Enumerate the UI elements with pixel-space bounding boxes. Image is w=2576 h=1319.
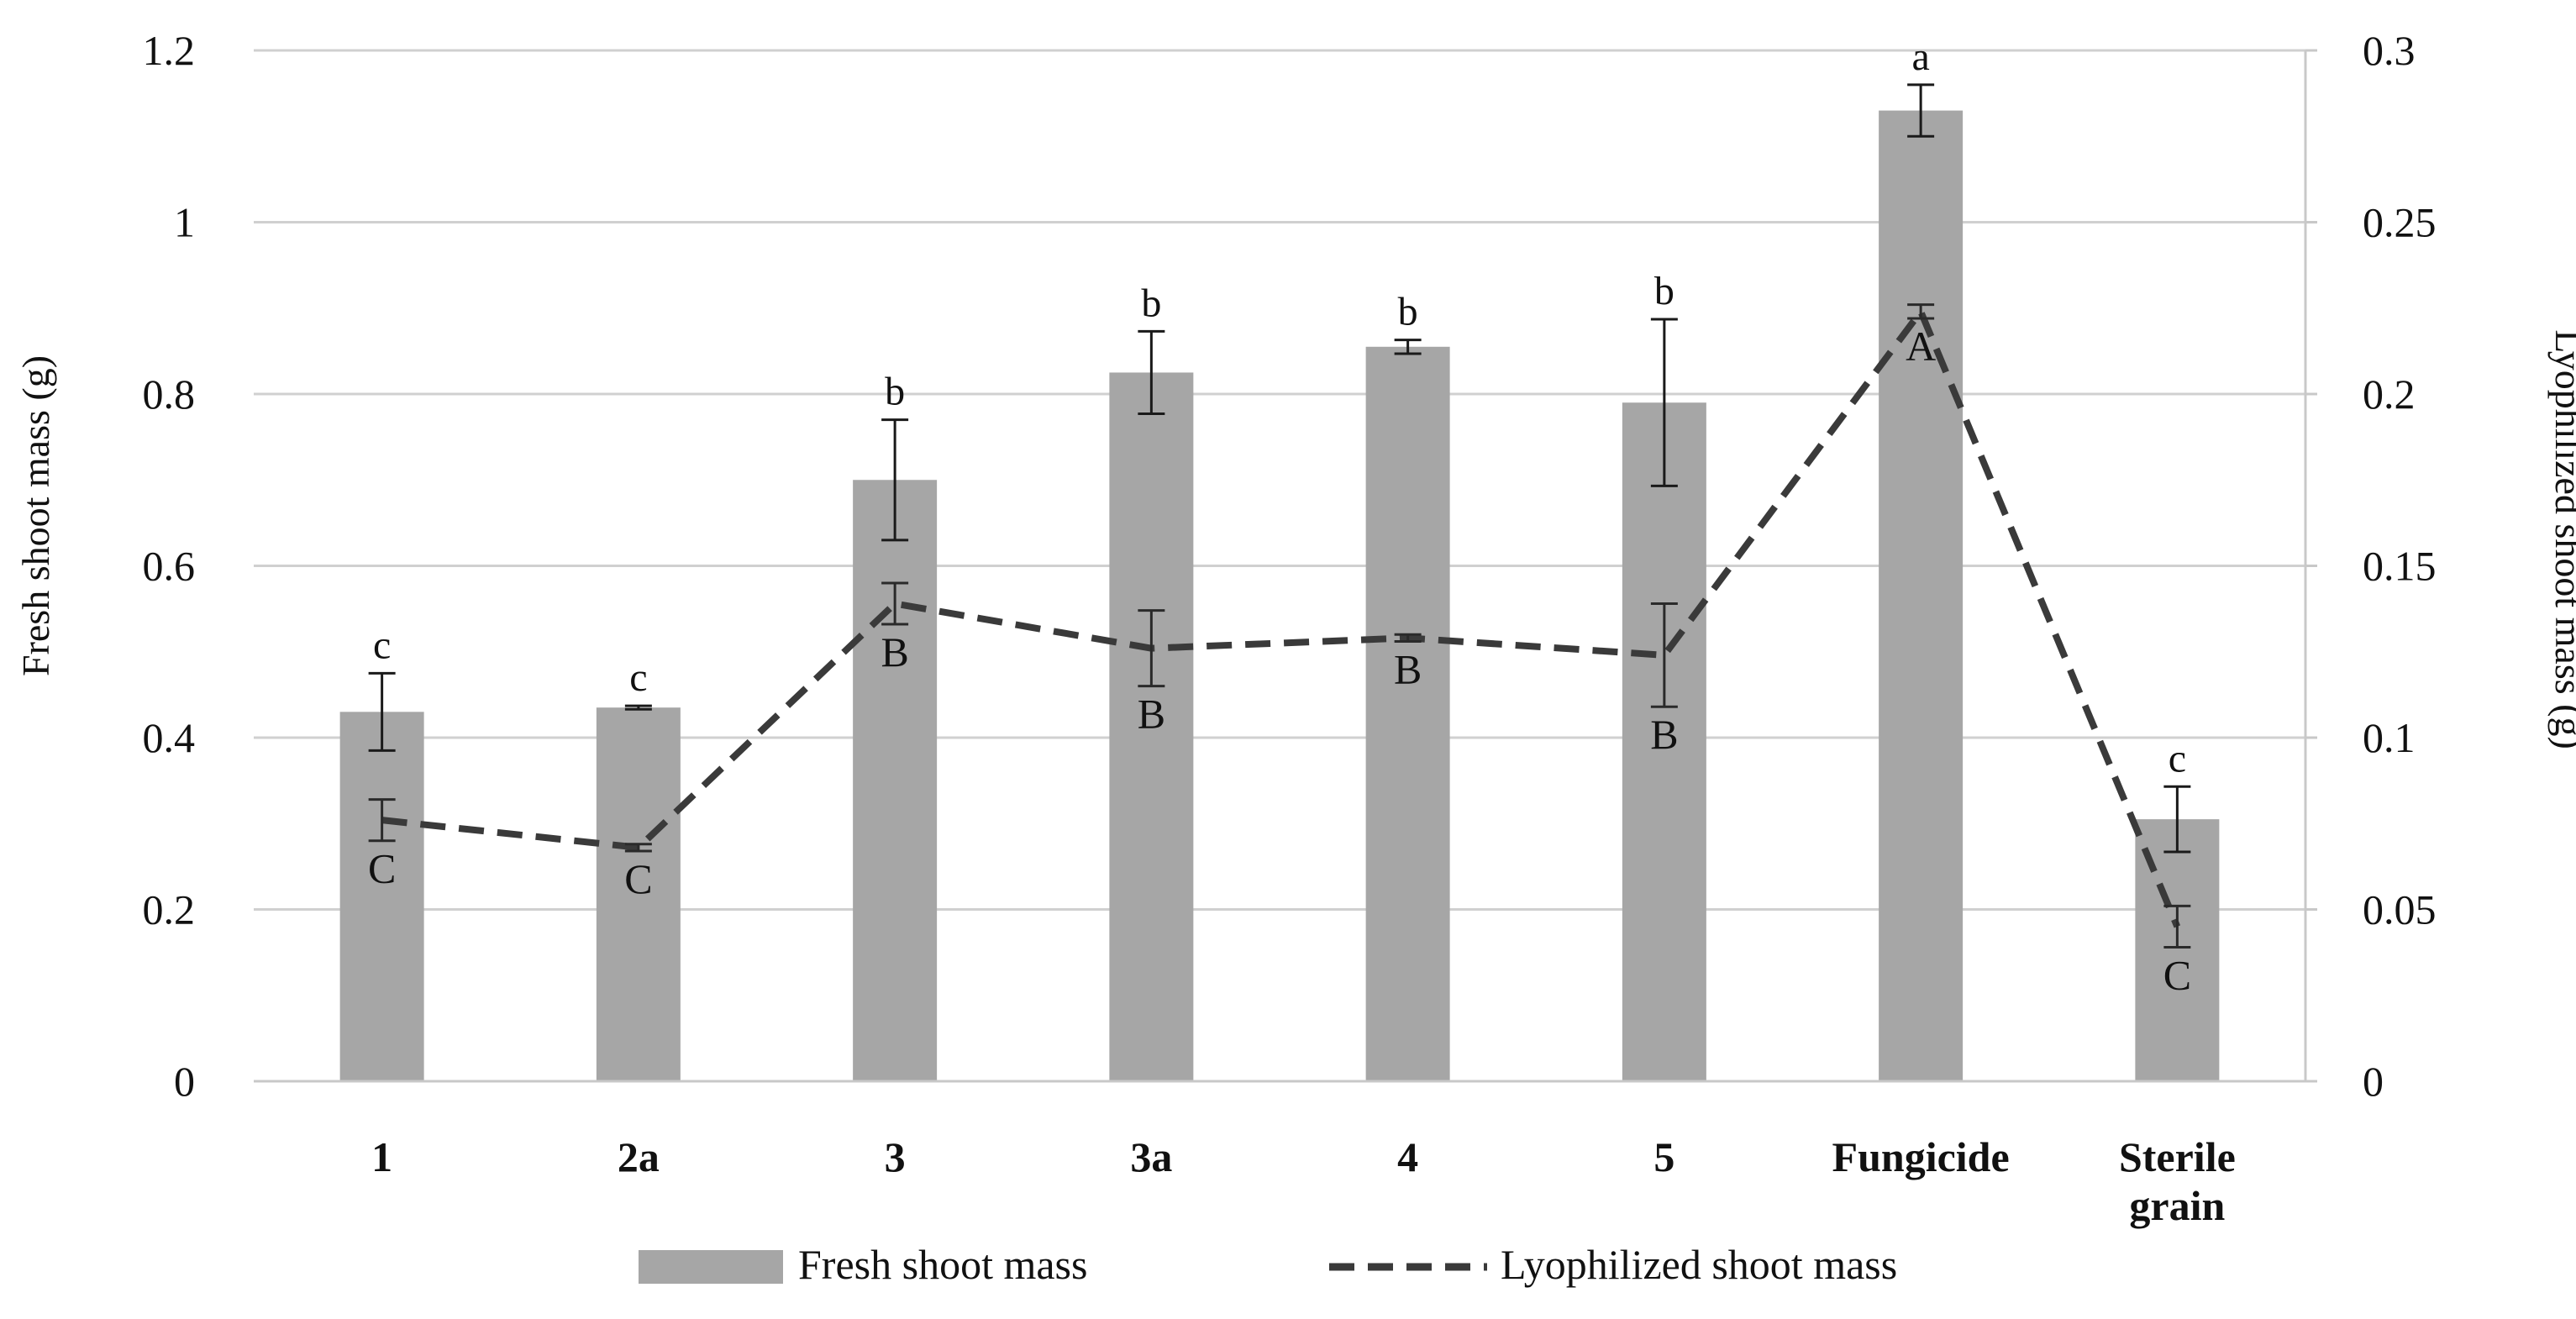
line-significance-label: B xyxy=(1650,711,1678,758)
bar xyxy=(853,480,938,1081)
right-tick-label: 0.2 xyxy=(2363,370,2416,418)
bar-significance-label: b xyxy=(1654,269,1674,313)
line-significance-label: C xyxy=(2163,951,2191,998)
right-tick-label: 0 xyxy=(2363,1058,2384,1105)
bar-significance-label: b xyxy=(1141,281,1161,325)
lyophilized-line xyxy=(381,307,2181,928)
bar-series xyxy=(339,110,2220,1082)
line-significance-label: A xyxy=(1906,323,1936,370)
left-tick-label: 0.6 xyxy=(143,543,196,590)
bar xyxy=(339,712,424,1081)
bar-significance-label: c xyxy=(629,655,647,700)
bar-significance-label: b xyxy=(1398,290,1418,334)
right-axis-ticks: 0 0.05 0.1 0.15 0.2 0.25 0.3 xyxy=(2363,27,2437,1105)
right-tick-label: 0.05 xyxy=(2363,886,2437,933)
bar-significance-label: b xyxy=(885,370,905,414)
left-tick-label: 0.4 xyxy=(143,714,196,761)
category-label: grain xyxy=(2129,1182,2225,1229)
line-significance-label: B xyxy=(1394,645,1422,692)
category-label: 5 xyxy=(1653,1133,1674,1180)
gridlines xyxy=(254,49,2305,911)
right-tick-label: 0.25 xyxy=(2363,199,2437,246)
line-significance-label: C xyxy=(368,845,396,892)
legend: Fresh shoot mass Lyophilized shoot mass xyxy=(639,1241,1897,1288)
right-axis-title: Lyophilized shoot mass (g) xyxy=(2547,329,2576,749)
bar-significance-label: a xyxy=(1911,34,1929,79)
bar xyxy=(1622,402,1706,1082)
significance-labels: c c b b b b a c C C B B B B A C xyxy=(368,34,2191,999)
category-label: Sterile xyxy=(2119,1133,2236,1180)
category-label: 3 xyxy=(885,1133,906,1180)
bar xyxy=(1365,346,1450,1081)
left-tick-label: 1 xyxy=(174,199,195,246)
right-tick-label: 0.1 xyxy=(2363,714,2416,761)
line-significance-label: B xyxy=(1138,691,1165,738)
left-tick-label: 0.8 xyxy=(143,370,196,418)
legend-label-fresh: Fresh shoot mass xyxy=(798,1241,1087,1288)
legend-label-lyophilized: Lyophilized shoot mass xyxy=(1501,1241,1897,1288)
baseline-layer xyxy=(254,49,2317,1083)
right-tick-label: 0.15 xyxy=(2363,543,2437,590)
left-tick-label: 0 xyxy=(174,1058,195,1105)
bar-significance-label: c xyxy=(373,623,391,667)
bar xyxy=(1109,372,1194,1081)
right-tick-label: 0.3 xyxy=(2363,27,2416,74)
bar xyxy=(1879,110,1964,1082)
category-label: 3a xyxy=(1130,1133,1172,1180)
legend-swatch-fresh xyxy=(639,1250,783,1284)
line-significance-label: B xyxy=(881,628,908,675)
bar-error-bars xyxy=(368,83,2191,854)
category-label: 1 xyxy=(371,1133,392,1180)
bar xyxy=(596,707,681,1081)
category-label: Fungicide xyxy=(1832,1133,2010,1180)
left-axis-ticks: 0 0.2 0.4 0.6 0.8 1 1.2 xyxy=(143,27,196,1105)
left-tick-label: 0.2 xyxy=(143,886,196,933)
category-label: 4 xyxy=(1397,1133,1418,1180)
left-axis-title: Fresh shoot mass (g) xyxy=(14,355,57,676)
line-series xyxy=(368,303,2191,949)
bar-significance-label: c xyxy=(2169,736,2186,780)
left-tick-label: 1.2 xyxy=(143,27,196,74)
line-significance-label: C xyxy=(624,855,652,902)
category-label: 2a xyxy=(618,1133,660,1180)
